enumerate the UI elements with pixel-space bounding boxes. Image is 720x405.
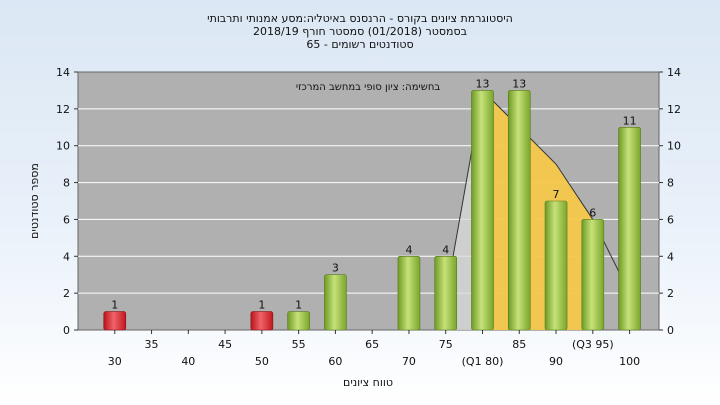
x-tick-label-90: 90 [549, 355, 563, 368]
bar-label-100: 11 [623, 114, 637, 127]
y-axis-right-ticks: 0 2 4 6 8 10 12 14 [659, 66, 681, 337]
bar-label-90: 7 [553, 188, 560, 201]
bar-80 [471, 90, 494, 331]
chart-title: היסטוגרמת ציונים בקורס - הרנסנס באיטליה:… [207, 12, 513, 25]
x-tick-label-70: 70 [402, 355, 416, 368]
y-tick-label-right-8: 8 [667, 177, 674, 190]
x-tick-label-50: 50 [255, 355, 269, 368]
x-tick-label-85: 85 [512, 338, 526, 351]
legend-note: בחשימה: ציון סופי במחשב המרכזי [296, 82, 441, 93]
y-tick-label-right-10: 10 [667, 140, 681, 153]
bar-label-85: 13 [512, 77, 526, 90]
bar-90 [544, 200, 568, 331]
chart-subtitle-2: סטודנטים רשומים - 65 [306, 38, 413, 51]
x-tick-label-100: 100 [619, 355, 640, 368]
bar-55 [287, 311, 310, 331]
x-tick-label-80: (Q1 80) [462, 355, 504, 368]
bar-60 [324, 274, 347, 331]
x-tick-label-95: (Q3 95) [572, 338, 614, 351]
bar-label-50: 1 [258, 299, 265, 312]
bar-30 [103, 311, 127, 331]
bar-label-60: 3 [332, 262, 339, 275]
x-tick-label-40: 40 [181, 355, 195, 368]
y-tick-label-right-0: 0 [667, 324, 674, 337]
bar-label-80: 13 [475, 77, 489, 90]
x-tick-label-60: 60 [328, 355, 342, 368]
bar-75 [434, 255, 458, 331]
x-axis-ticks: 30 35 40 45 50 55 60 65 70 75 (Q1 80) 85 90 (Q3 95) 10… [108, 330, 640, 368]
y-tick-label-left-12: 12 [56, 103, 70, 116]
bar-label-30: 1 [111, 299, 118, 312]
y-tick-label-right-2: 2 [667, 287, 674, 300]
bar-70 [397, 255, 421, 331]
y-tick-label-right-6: 6 [667, 213, 674, 226]
bar-85 [507, 90, 531, 331]
y-tick-label-left-0: 0 [63, 324, 70, 337]
bar-label-70: 4 [405, 243, 412, 256]
x-tick-label-45: 45 [218, 338, 232, 351]
y-tick-label-left-8: 8 [63, 177, 70, 190]
y-tick-label-right-12: 12 [667, 103, 681, 116]
x-tick-label-55: 55 [292, 338, 306, 351]
x-tick-label-35: 35 [145, 338, 159, 351]
y-axis-title: מספר סטודנטים [28, 163, 41, 239]
y-tick-label-left-4: 4 [63, 250, 70, 263]
y-tick-label-left-10: 10 [56, 140, 70, 153]
bar-label-95: 6 [589, 206, 596, 219]
bars [103, 90, 641, 331]
y-tick-label-right-14: 14 [667, 66, 681, 79]
x-axis-title: טווח ציונים [343, 376, 393, 389]
bar-50 [250, 311, 274, 331]
chart-subtitle-1: בסמסטר (01/2018) סמסטר חורף 2018/19 [253, 25, 467, 38]
x-tick-label-65: 65 [365, 338, 379, 351]
x-tick-label-30: 30 [108, 355, 122, 368]
bar-95 [581, 219, 605, 331]
bar-label-55: 1 [295, 299, 302, 312]
y-tick-label-left-14: 14 [56, 66, 70, 79]
x-tick-label-75: 75 [439, 338, 453, 351]
y-axis-left-ticks: 0 2 4 6 8 10 12 14 [56, 66, 78, 337]
y-tick-label-left-6: 6 [63, 213, 70, 226]
bar-100 [618, 126, 641, 331]
bar-label-75: 4 [442, 243, 449, 256]
y-tick-label-left-2: 2 [63, 287, 70, 300]
y-tick-label-right-4: 4 [667, 250, 674, 263]
